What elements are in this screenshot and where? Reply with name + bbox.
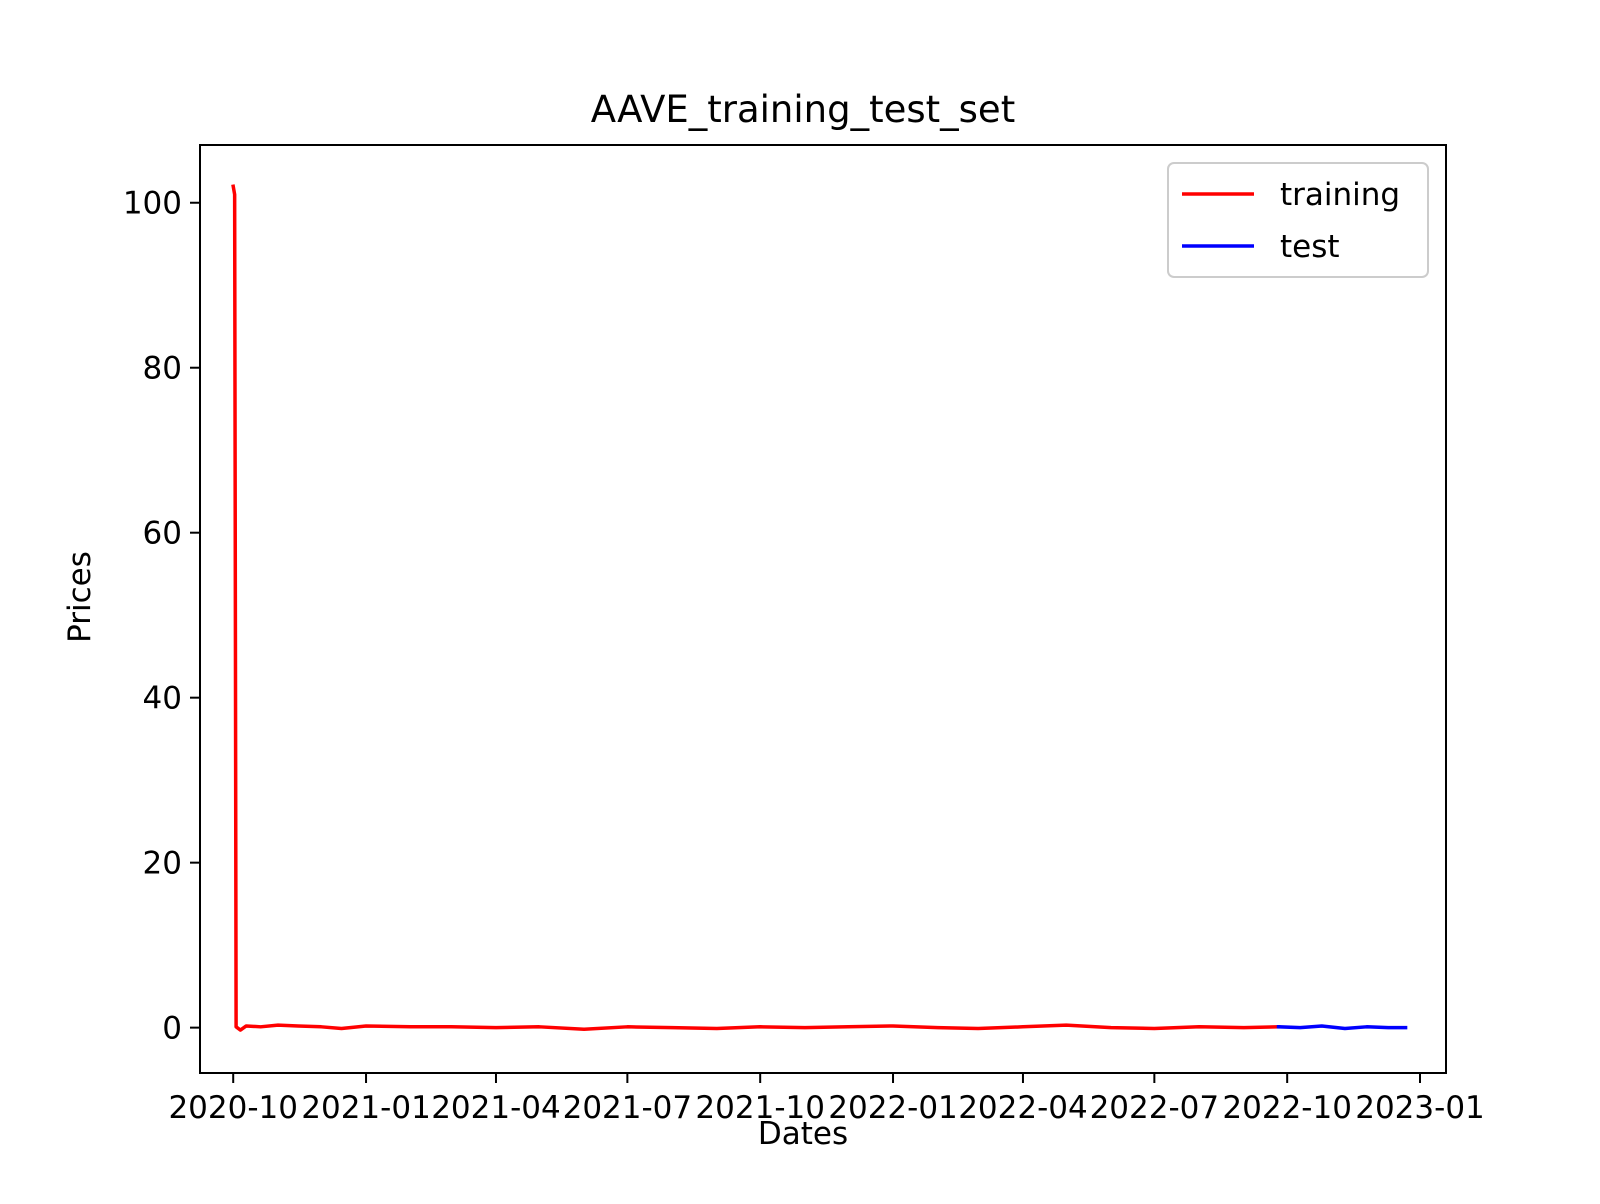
y-tick-label: 60: [143, 516, 182, 552]
x-tick-label: 2022-10: [1222, 1090, 1352, 1126]
legend-label-test: test: [1280, 229, 1340, 265]
x-tick-label: 2023-01: [1355, 1090, 1485, 1126]
chart-title: AAVE_training_test_set: [591, 88, 1015, 131]
axes-frame: [199, 144, 1447, 1074]
legend-box: [1167, 162, 1429, 278]
x-axis-label: Dates: [758, 1116, 848, 1152]
series-line-test: [1276, 1024, 1408, 1031]
plot-area: [231, 184, 1408, 1032]
x-tick-label: 2022-04: [958, 1090, 1088, 1126]
x-tick-label: 2022-07: [1090, 1090, 1220, 1126]
x-tick-label: 2021-04: [431, 1090, 561, 1126]
series-line-training: [231, 184, 1281, 1032]
y-tick-label: 80: [143, 351, 182, 387]
legend: training test: [1167, 162, 1429, 278]
y-tick-label: 0: [162, 1011, 182, 1047]
x-tick-label: 2020-10: [168, 1090, 298, 1126]
y-tick-label: 100: [123, 186, 182, 222]
y-tick-label: 40: [143, 681, 182, 717]
legend-label-training: training: [1280, 177, 1400, 213]
y-axis-label: Prices: [62, 551, 98, 643]
x-tick-label: 2022-01: [828, 1090, 958, 1126]
x-tick-label: 2021-01: [301, 1090, 431, 1126]
axes: 2020-10 2021-01 2021-04 2021-07 2021-10 2022-…: [123, 144, 1485, 1126]
x-tick-label: 2021-10: [695, 1090, 825, 1126]
y-tick-label: 20: [143, 846, 182, 882]
x-tick-label: 2021-07: [563, 1090, 693, 1126]
